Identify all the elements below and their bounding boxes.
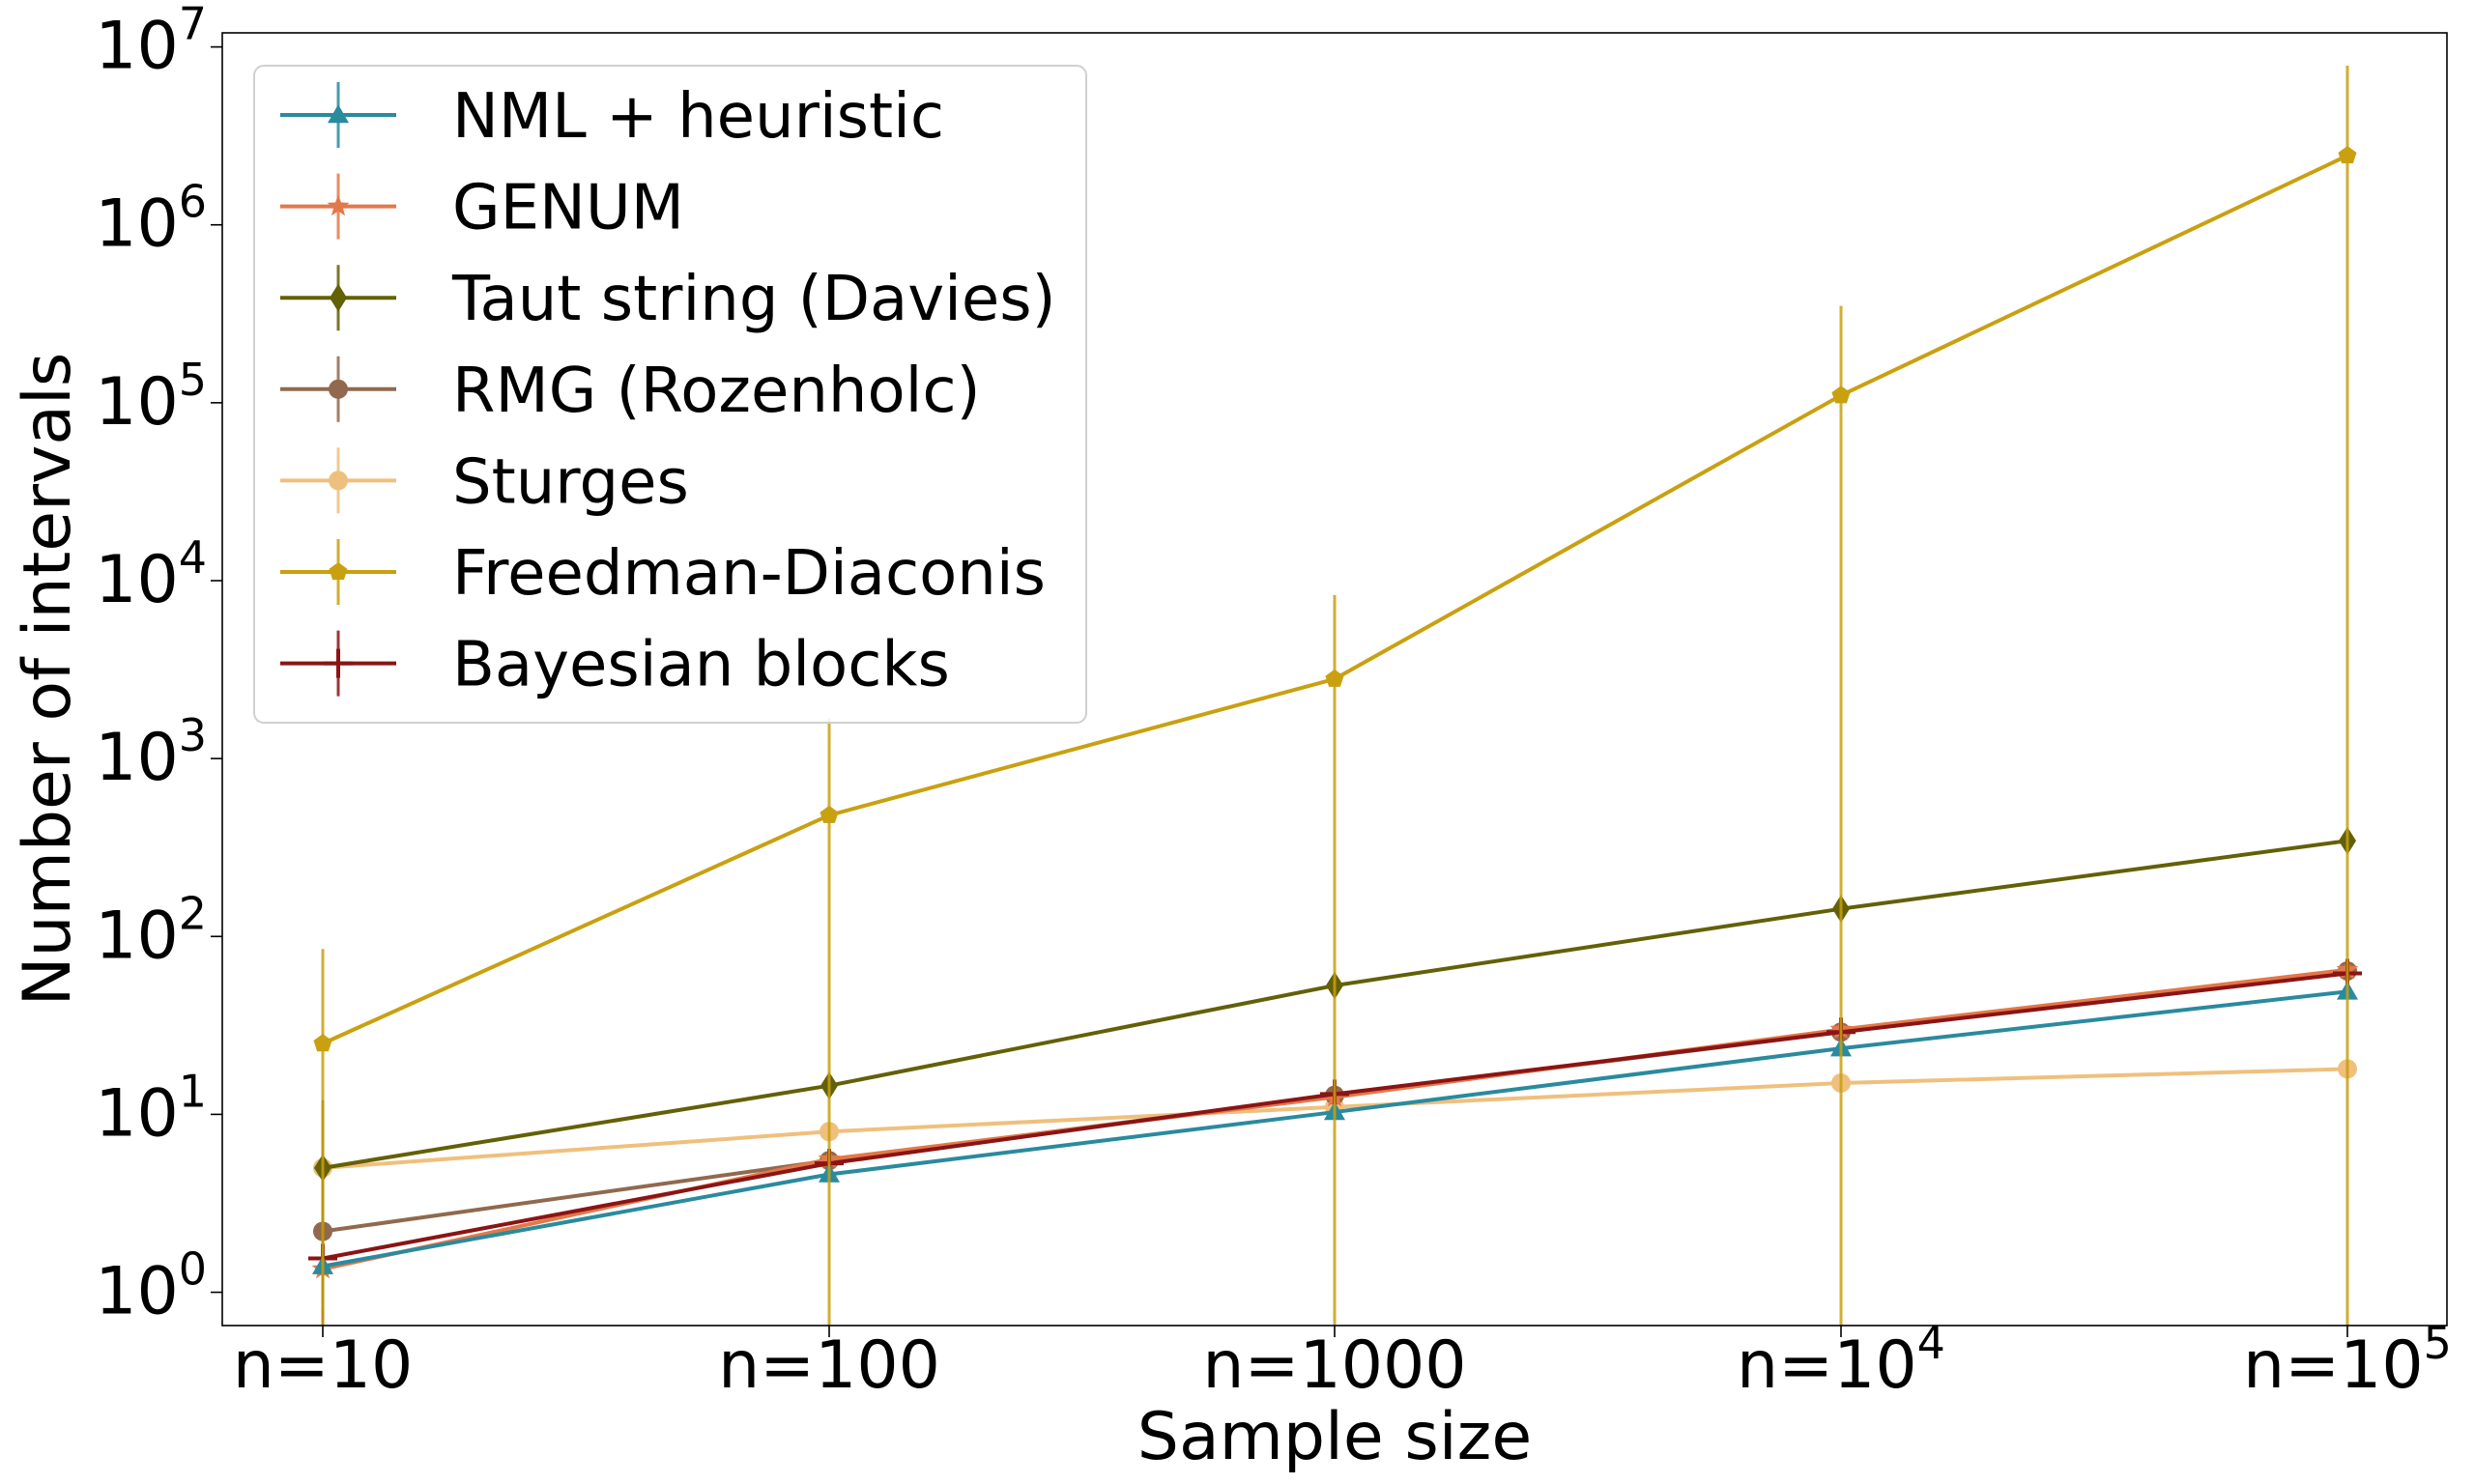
y-axis-label: Number of intervals (10, 353, 86, 1007)
legend-label: Sturges (452, 446, 689, 518)
legend-label: NML + heuristic (452, 81, 944, 153)
y-tick-label: 107 (95, 0, 207, 85)
legend-frame (253, 65, 1087, 724)
legend-marker (329, 379, 348, 399)
y-tick-label: 102 (95, 887, 207, 974)
legend-entry: Bayesian blocks (280, 630, 950, 701)
series-freedman-diaconis (313, 65, 2357, 1326)
legend-marker (330, 283, 347, 312)
x-tick-label: n=105 (2243, 1317, 2452, 1404)
data-point (1831, 385, 1851, 404)
data-point (2338, 146, 2357, 164)
y-tick-label: 103 (95, 709, 207, 796)
y-tick-label: 101 (95, 1065, 207, 1152)
legend-marker (329, 471, 348, 491)
y-axis-ticks: 100 101 102 103 104 105 106 107 (95, 0, 222, 1330)
legend-label: RMG (Rozenholc) (452, 356, 981, 427)
legend-entry: Taut string (Davies) (280, 264, 1056, 335)
legend-marker (328, 104, 349, 124)
legend-label: Bayesian blocks (452, 630, 950, 701)
legend: NML + heuristic GENUM Taut string (Davies)… (253, 65, 1087, 724)
legend-marker (324, 648, 353, 678)
legend-marker (327, 194, 350, 216)
legend-entry: GENUM (280, 173, 684, 244)
legend-entry: RMG (Rozenholc) (280, 356, 981, 427)
data-point (1325, 669, 1344, 687)
y-tick-label: 100 (95, 1243, 207, 1330)
x-tick-label: n=10 (233, 1327, 414, 1404)
legend-label: Taut string (Davies) (451, 264, 1056, 335)
data-point (313, 1034, 332, 1052)
series-layer (308, 65, 2362, 1326)
y-tick-label: 105 (95, 354, 207, 441)
legend-label: Freedman-Diaconis (452, 538, 1046, 610)
data-point (820, 805, 839, 823)
legend-marker (329, 562, 348, 581)
x-tick-label: n=100 (718, 1327, 940, 1404)
y-tick-label: 104 (95, 531, 207, 618)
legend-entries: NML + heuristic GENUM Taut string (Davies)… (280, 81, 1056, 701)
legend-entry: NML + heuristic (280, 81, 944, 153)
x-tick-label: n=1000 (1202, 1327, 1466, 1404)
y-tick-label: 106 (95, 176, 207, 263)
legend-entry: Freedman-Diaconis (280, 538, 1046, 610)
legend-label: GENUM (452, 173, 684, 244)
x-tick-label: n=104 (1737, 1317, 1945, 1404)
x-axis-label: Sample size (1137, 1399, 1532, 1475)
x-axis-ticks: n=10 n=100 n=1000 n=104 n=105 (233, 1317, 2452, 1404)
legend-entry: Sturges (280, 446, 689, 518)
